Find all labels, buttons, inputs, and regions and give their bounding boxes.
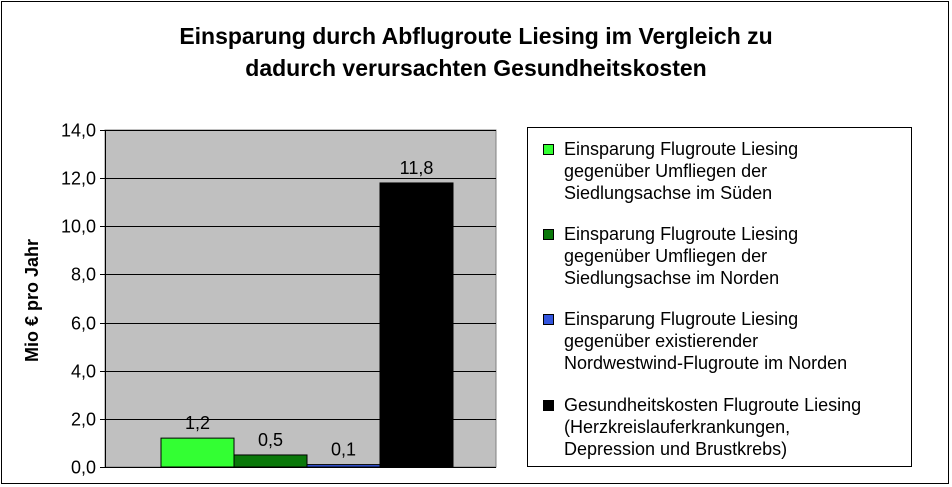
y-tick-label: 10,0: [61, 217, 96, 237]
legend-label-line: Einsparung Flugroute Liesing: [564, 139, 799, 159]
bar-4: [379, 182, 454, 468]
y-axis-label: Mio € pro Jahr: [22, 239, 42, 362]
legend-label-line: Depression und Brustkrebs): [564, 439, 788, 459]
y-tick-label: 4,0: [71, 362, 96, 382]
chart-title-line-1: Einsparung durch Abflugroute Liesing im …: [179, 23, 773, 49]
legend-label-line: Einsparung Flugroute Liesing: [564, 309, 799, 329]
legend-label-line: Siedlungsachse im Süden: [564, 183, 773, 203]
chart-legend: Einsparung Flugroute Liesing gegenüber Um…: [527, 127, 912, 467]
legend-swatch: [543, 314, 554, 325]
legend-swatch: [543, 229, 554, 240]
y-tick-label: 6,0: [71, 314, 96, 334]
legend-label: Gesundheitskosten Flugroute Liesing (Herz…: [564, 394, 909, 460]
legend-label: Einsparung Flugroute Liesing gegenüber ex…: [564, 308, 909, 374]
bar-value-label: 0,1: [331, 440, 356, 460]
y-tick-label: 8,0: [71, 265, 96, 285]
legend-label-line: Einsparung Flugroute Liesing: [564, 224, 799, 244]
legend-label: Einsparung Flugroute Liesing gegenüber Um…: [564, 223, 909, 289]
chart-title: Einsparung durch Abflugroute Liesing im …: [2, 20, 950, 84]
legend-label-line: (Herzkreislauferkrankungen,: [564, 417, 791, 437]
legend-swatch: [543, 144, 554, 155]
bar-3: [306, 464, 381, 468]
y-tick-label: 0,0: [71, 458, 96, 478]
bar-value-label: 1,2: [185, 413, 210, 433]
legend-label-line: Gesundheitskosten Flugroute Liesing: [564, 395, 862, 415]
bar-value-label: 11,8: [400, 158, 434, 178]
bar-1: [160, 437, 235, 468]
legend-label-line: Siedlungsachse im Norden: [564, 268, 780, 288]
legend-label: Einsparung Flugroute Liesing gegenüber Um…: [564, 138, 909, 204]
bar-2: [233, 454, 308, 468]
legend-label-line: gegenüber Umfliegen der: [564, 161, 768, 181]
legend-label-line: gegenüber existierender: [564, 331, 759, 351]
legend-label-line: gegenüber Umfliegen der: [564, 246, 768, 266]
y-tick-label: 12,0: [61, 169, 96, 189]
y-tick-label: 14,0: [61, 121, 96, 141]
y-tick-label: 2,0: [71, 410, 96, 430]
legend-swatch: [543, 400, 554, 411]
chart-title-line-2: dadurch verursachten Gesundheitskosten: [245, 55, 707, 81]
legend-label-line: Nordwestwind-Flugroute im Norden: [564, 353, 848, 373]
bar-value-label: 0,5: [258, 430, 283, 450]
